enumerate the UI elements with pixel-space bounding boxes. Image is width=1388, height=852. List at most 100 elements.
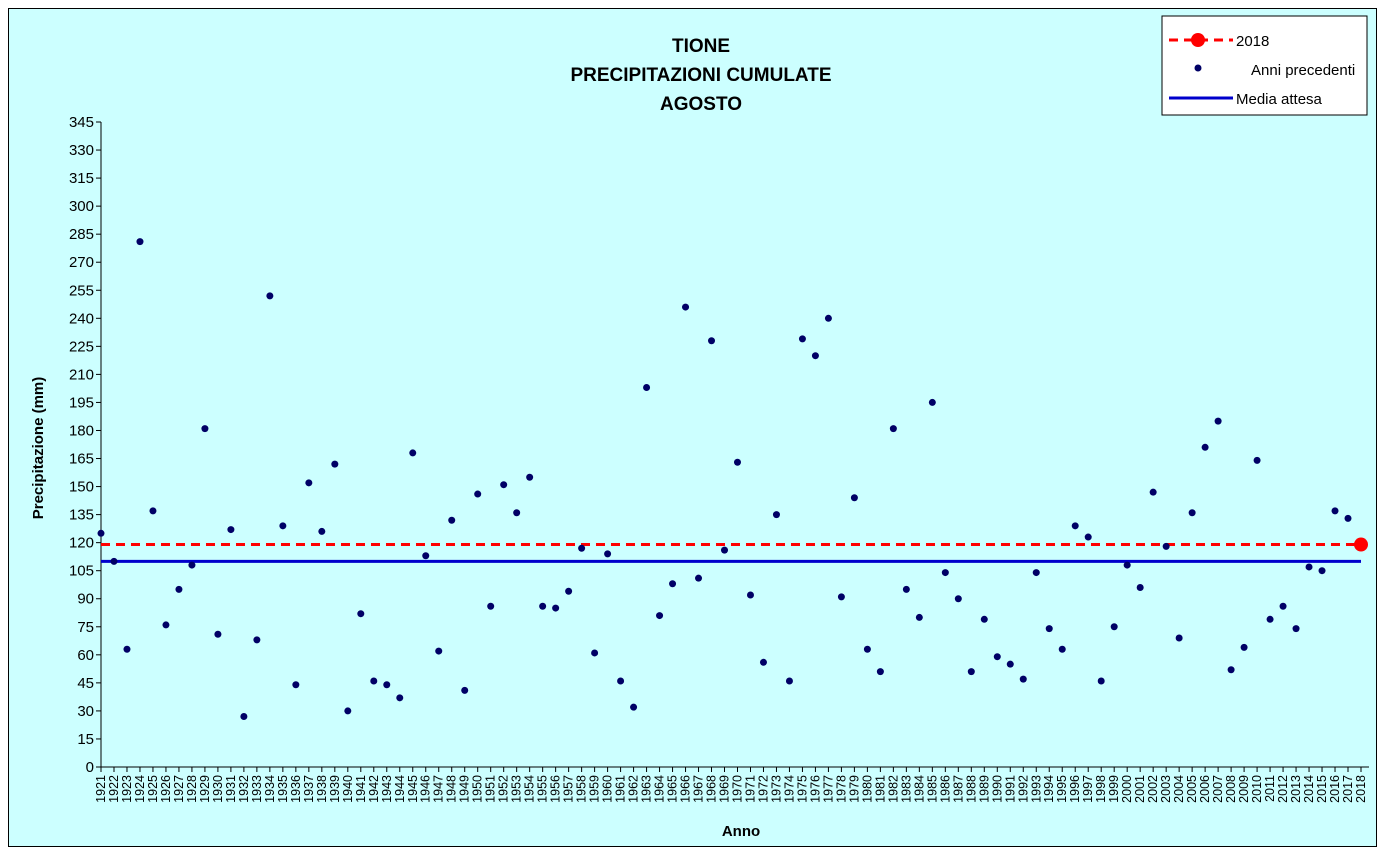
x-tick-label: 1957 (562, 775, 576, 803)
x-tick-label: 1998 (1094, 775, 1108, 803)
x-tick-label: 1935 (276, 775, 290, 803)
data-point (357, 610, 365, 618)
data-point (292, 681, 300, 689)
x-tick-label: 1932 (237, 775, 251, 803)
data-point (1175, 634, 1183, 642)
data-point (902, 585, 910, 593)
data-point (837, 593, 845, 601)
x-tick-label: 2012 (1276, 775, 1290, 803)
data-point (188, 561, 196, 569)
x-tick-label: 1967 (692, 775, 706, 803)
x-tick-label: 1933 (250, 775, 264, 803)
x-tick-label: 2014 (1302, 775, 1316, 803)
y-tick-label: 300 (69, 198, 94, 215)
x-tick-label: 1965 (666, 775, 680, 803)
x-tick-label: 1934 (263, 775, 277, 803)
data-point (409, 449, 417, 457)
x-tick-label: 1975 (795, 775, 809, 803)
data-point (240, 713, 248, 721)
data-point (1188, 509, 1196, 517)
data-point (383, 681, 391, 689)
x-tick-label: 1963 (640, 775, 654, 803)
data-point (1201, 443, 1209, 451)
y-tick-label: 90 (77, 591, 94, 608)
y-tick-label: 30 (77, 703, 94, 720)
data-point (630, 703, 638, 711)
data-points (97, 238, 1368, 721)
data-point (798, 335, 806, 343)
x-tick-label: 1972 (756, 775, 770, 803)
data-point (435, 647, 443, 655)
y-tick-label: 195 (69, 394, 94, 411)
x-tick-label: 1991 (1003, 775, 1017, 803)
x-tick-label: 1970 (730, 775, 744, 803)
legend: 2018 Anni precedenti Media attesa (1161, 15, 1368, 116)
x-tick-label: 2010 (1250, 775, 1264, 803)
x-tick-label: 1976 (808, 775, 822, 803)
data-point (422, 552, 430, 560)
data-point (201, 425, 209, 433)
data-point (1123, 561, 1131, 569)
x-tick-label: 1966 (679, 775, 693, 803)
x-tick-label: 1945 (406, 775, 420, 803)
x-tick-label: 1947 (432, 775, 446, 803)
y-tick-label: 120 (69, 535, 94, 552)
x-tick-label: 1927 (172, 775, 186, 803)
data-point (175, 585, 183, 593)
data-point (604, 550, 612, 558)
data-point (1318, 567, 1326, 575)
data-point (1240, 643, 1248, 651)
data-point (811, 352, 819, 360)
x-tick-label: 2011 (1263, 775, 1277, 802)
x-tick-label: 1959 (588, 775, 602, 803)
data-point (552, 604, 560, 612)
x-tick-label: 1985 (925, 775, 939, 803)
data-point (1253, 456, 1261, 464)
data-point (123, 645, 131, 653)
data-point (1344, 514, 1352, 522)
x-tick-label: 1969 (718, 775, 732, 803)
x-tick-label: 1925 (146, 775, 160, 803)
data-point (279, 522, 287, 530)
y-tick-label: 0 (86, 759, 94, 776)
x-tick-label: 1994 (1042, 775, 1056, 803)
data-point (682, 303, 690, 311)
x-tick-label: 1979 (847, 775, 861, 803)
data-point (721, 546, 729, 554)
x-tick-label: 1949 (458, 775, 472, 803)
x-tick-label: 2009 (1237, 775, 1251, 803)
x-tick-label: 1988 (964, 775, 978, 803)
x-tick-label: 2000 (1120, 775, 1134, 803)
x-tick-label: 1990 (990, 775, 1004, 803)
y-tick-label: 225 (69, 338, 94, 355)
data-point (772, 511, 780, 519)
data-point (708, 337, 716, 345)
data-point (162, 621, 170, 629)
data-point (149, 507, 157, 515)
x-tick-label: 1981 (873, 775, 887, 803)
y-tick-label: 150 (69, 479, 94, 496)
data-point (759, 658, 767, 666)
data-point (1045, 625, 1053, 633)
data-point (136, 238, 144, 246)
x-tick-label: 1974 (782, 775, 796, 803)
y-tick-label: 270 (69, 254, 94, 271)
data-point (1006, 660, 1014, 668)
data-point (578, 544, 586, 552)
x-tick-label: 1996 (1068, 775, 1082, 803)
y-tick-label: 315 (69, 170, 94, 187)
x-tick-label: 1923 (120, 775, 134, 803)
x-tick-label: 1954 (523, 775, 537, 803)
x-tick-label: 1980 (860, 775, 874, 803)
data-point (1214, 417, 1222, 425)
x-tick-label: 1952 (497, 775, 511, 803)
x-tick-label: 1930 (211, 775, 225, 803)
data-point (331, 460, 339, 468)
chart-title-line-1: TIONE (672, 36, 730, 57)
data-point (1110, 623, 1118, 631)
data-point (1136, 584, 1144, 592)
data-point (97, 529, 105, 537)
x-tick-label: 1950 (471, 775, 485, 803)
data-point (669, 580, 677, 588)
data-point (110, 557, 118, 565)
